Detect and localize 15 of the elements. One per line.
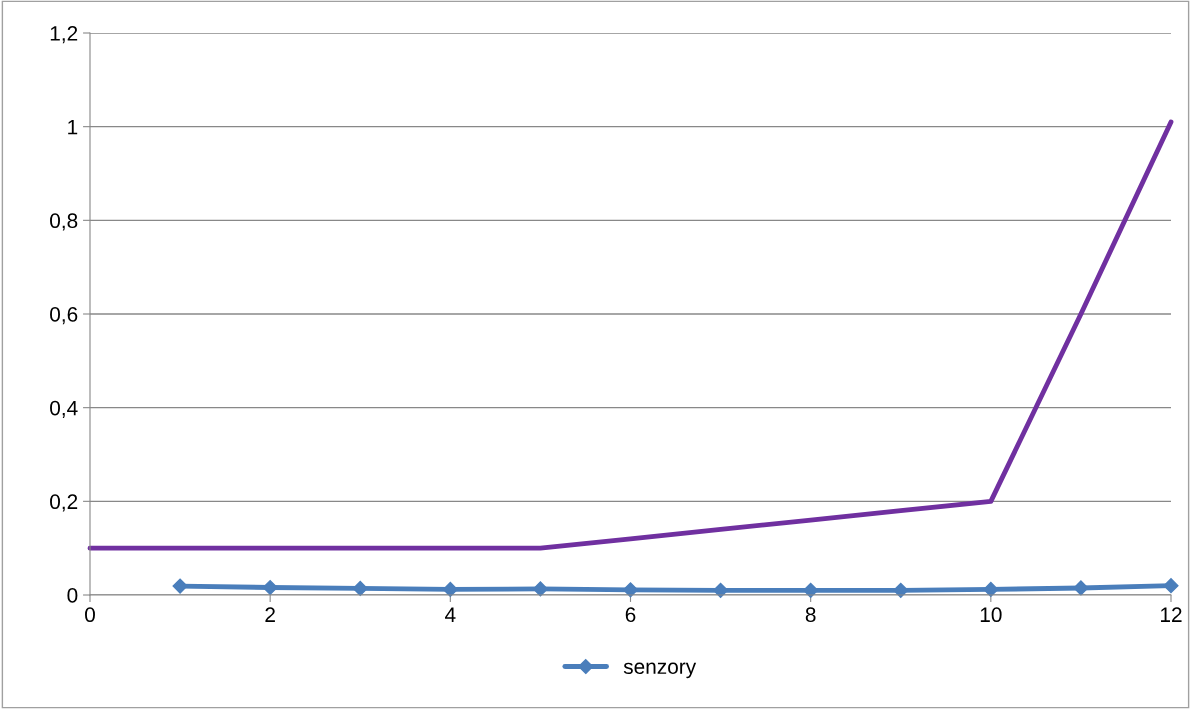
y-tick-label: 0,6 xyxy=(50,307,78,325)
y-tick-label: 0,8 xyxy=(50,213,78,231)
x-tick-label: 10 xyxy=(980,607,1002,623)
y-tick-label: 1 xyxy=(68,119,78,135)
x-tick-label: 4 xyxy=(445,607,456,622)
x-tick-label: 8 xyxy=(805,607,816,623)
x-tick-label: 12 xyxy=(1161,607,1182,622)
legend-label: senzory xyxy=(623,662,697,679)
y-tick-label: 0,2 xyxy=(50,494,78,512)
y-tick-label: 1,2 xyxy=(50,26,78,44)
y-tick-label: 0 xyxy=(67,588,78,603)
x-tick-label: 0 xyxy=(85,607,95,623)
x-tick-label: 6 xyxy=(625,607,636,623)
x-tick-label: 2 xyxy=(265,607,275,622)
y-tick-label: 0,4 xyxy=(50,400,78,418)
